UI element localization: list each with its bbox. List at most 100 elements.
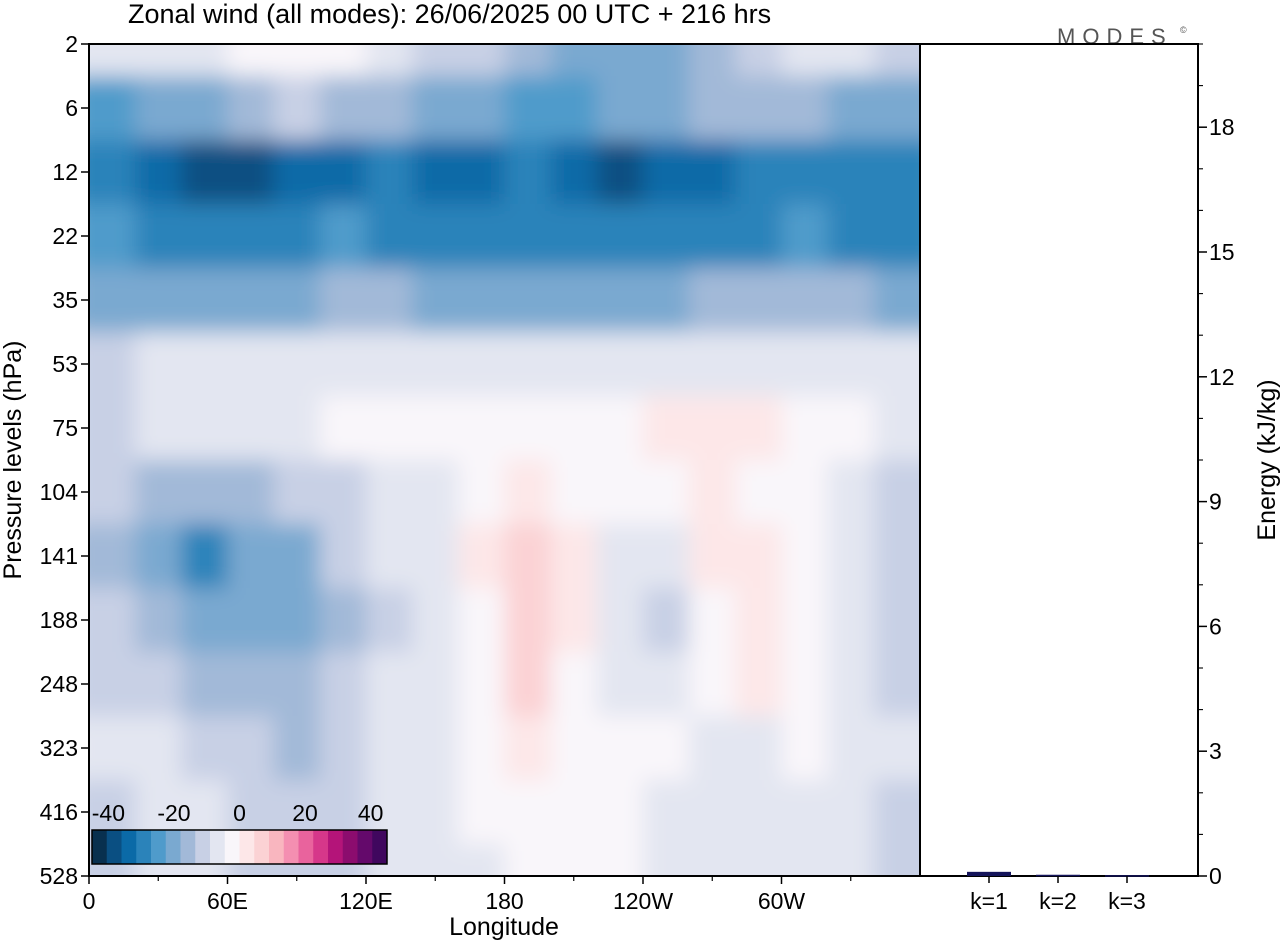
heatmap-cell <box>504 140 552 205</box>
energy-category-label: k=2 <box>1039 888 1077 914</box>
heatmap-cell <box>227 716 275 781</box>
x-tick-label: 120E <box>339 888 393 914</box>
heatmap-cell <box>596 140 644 205</box>
colorbar-swatch <box>106 830 122 864</box>
heatmap-cell <box>227 332 275 397</box>
heatmap-cell <box>550 204 598 269</box>
heatmap-cell <box>827 524 875 589</box>
pressure-axis: 2 6 12 22 35 53 75 104 141 188 248 323 416 528 <box>40 31 89 889</box>
heatmap-cell <box>89 204 136 269</box>
heatmap-cell <box>643 652 690 717</box>
heatmap-cell <box>735 588 783 653</box>
heatmap-cell <box>735 332 783 397</box>
heatmap-cell <box>227 524 275 589</box>
heatmap-cell <box>781 460 829 525</box>
energy-bar <box>1036 874 1080 877</box>
heatmap-cell <box>873 524 920 589</box>
heatmap-cell <box>181 44 229 77</box>
heatmap-cell <box>781 588 829 653</box>
heatmap-cell <box>135 460 182 525</box>
heatmap-cell <box>735 268 783 333</box>
heatmap-cell <box>135 716 182 781</box>
colorbar-swatch <box>165 830 181 864</box>
heatmap-cell <box>550 652 598 717</box>
y-tick-label: 188 <box>40 607 78 633</box>
heatmap-cell <box>319 76 367 141</box>
heatmap-cell <box>827 204 875 269</box>
heatmap-cell <box>412 76 459 141</box>
heatmap-cell <box>550 588 598 653</box>
heatmap-cell <box>366 76 413 141</box>
colorbar-tick-label: -20 <box>157 800 190 826</box>
heatmap-cell <box>643 76 690 141</box>
heatmap-cell <box>873 76 920 141</box>
heatmap-cell <box>596 524 644 589</box>
heatmap-cell <box>135 140 182 205</box>
heatmap-cell <box>319 652 367 717</box>
heatmap-cell <box>735 140 783 205</box>
heatmap-cell <box>827 268 875 333</box>
heatmap-cell <box>181 716 229 781</box>
heatmap-cell <box>781 716 829 781</box>
heatmap-cell <box>412 780 459 845</box>
heatmap-cell <box>689 844 736 876</box>
longitude-axis: 0 60E 120E 180 120W 60W <box>83 876 852 914</box>
x-tick-label: 0 <box>83 888 96 914</box>
heatmap-cell <box>273 140 321 205</box>
heatmap-cell <box>643 844 690 876</box>
colorbar-swatch <box>254 830 270 864</box>
heatmap-cell <box>181 204 229 269</box>
heatmap-cell <box>781 140 829 205</box>
colorbar-swatch <box>195 830 211 864</box>
heatmap-cell <box>781 204 829 269</box>
y-tick-label: 141 <box>40 543 78 569</box>
heatmap-cell <box>873 588 920 653</box>
heatmap-cell <box>550 460 598 525</box>
heatmap-cell <box>873 332 920 397</box>
heatmap-cell <box>227 396 275 461</box>
heatmap-cell <box>550 140 598 205</box>
y-tick-label: 248 <box>40 671 78 697</box>
heatmap-cell <box>227 44 275 77</box>
y-tick-label: 22 <box>52 223 78 249</box>
heatmap-cell <box>504 332 552 397</box>
heatmap-cell <box>273 524 321 589</box>
heatmap-cell <box>366 524 413 589</box>
heatmap-cell <box>135 268 182 333</box>
heatmap-cell <box>873 140 920 205</box>
heatmap-cell <box>735 204 783 269</box>
heatmap-cell <box>504 844 552 876</box>
heatmap-cell <box>596 652 644 717</box>
colorbar-swatch <box>313 830 329 864</box>
energy-tick-label: 6 <box>1209 613 1222 639</box>
heatmap-cell <box>227 140 275 205</box>
heatmap-cell <box>135 396 182 461</box>
heatmap-cell <box>735 716 783 781</box>
heatmap-cell <box>273 204 321 269</box>
colorbar-swatch <box>328 830 344 864</box>
colorbar: -40 -20 0 20 40 <box>91 800 388 865</box>
colorbar-tick-label: 0 <box>233 800 246 826</box>
heatmap-cell <box>458 332 506 397</box>
heatmap-cell <box>366 332 413 397</box>
heatmap-cell <box>181 396 229 461</box>
heatmap-cell <box>643 44 690 77</box>
heatmap-cell <box>827 588 875 653</box>
heatmap-cell <box>781 332 829 397</box>
y-axis-label: Pressure levels (hPa) <box>0 341 27 580</box>
heatmap-cell <box>181 588 229 653</box>
heatmap-cell <box>135 332 182 397</box>
heatmap-cell <box>89 588 136 653</box>
heatmap-cell <box>689 460 736 525</box>
heatmap-cell <box>504 204 552 269</box>
y-tick-label: 104 <box>40 479 79 505</box>
heatmap-cell <box>458 716 506 781</box>
heatmap-cell <box>596 44 644 77</box>
heatmap-cell <box>412 524 459 589</box>
heatmap-cell <box>781 844 829 876</box>
heatmap-cell <box>827 716 875 781</box>
colorbar-swatch <box>239 830 255 864</box>
heatmap-cell <box>319 268 367 333</box>
heatmap-cell <box>504 652 552 717</box>
heatmap-cell <box>596 460 644 525</box>
